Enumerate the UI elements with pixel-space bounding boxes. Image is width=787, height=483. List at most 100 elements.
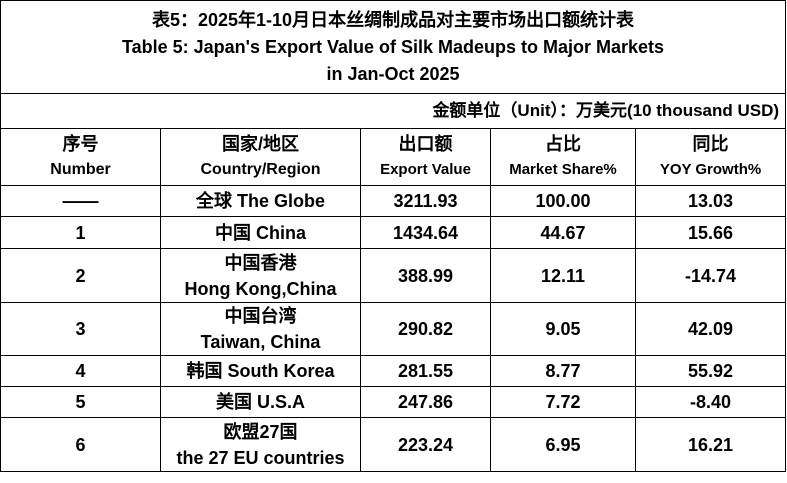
cell-text: 3211.93	[393, 191, 458, 211]
cell: 13.03	[634, 185, 787, 217]
cell-text: 4	[75, 361, 86, 381]
cell-text: Taiwan, China	[200, 332, 321, 352]
header-en: Country/Region	[200, 161, 321, 178]
header-en: YOY Growth%	[659, 161, 762, 178]
header-en: Export Value	[380, 161, 471, 178]
cell-text: 388.99	[397, 265, 454, 286]
cell: ——	[0, 185, 161, 217]
header-cn: 占比	[545, 134, 581, 154]
cell-text: 欧盟27国	[223, 421, 298, 442]
cell-text: 5	[75, 392, 86, 412]
data-row: 1 中国 China 1434.64 44.67 15.66	[0, 216, 787, 249]
header-cell: 出口额 Export Value	[360, 128, 491, 186]
cell: 100.00	[490, 185, 636, 217]
cell-text: 6.95	[545, 434, 581, 455]
cell: 223.24	[360, 417, 491, 472]
cell: 42.09	[634, 302, 787, 356]
header-cn: 同比	[692, 134, 729, 154]
title-line: in Jan-Oct 2025	[326, 63, 460, 84]
cell-text: 6	[75, 434, 86, 455]
cell-text: 9.05	[545, 319, 581, 339]
cell: 55.92	[634, 355, 787, 387]
cell: 中国香港 Hong Kong,China	[160, 248, 361, 303]
cell: -14.74	[634, 248, 787, 303]
header-cell: 占比 Market Share%	[490, 128, 636, 186]
cell-text: 3	[75, 319, 86, 339]
cell: 247.86	[360, 386, 491, 418]
cell-text: the 27 EU countries	[176, 447, 345, 468]
unit-row: 金额单位（Unit）：万美元(10 thousand USD)	[0, 93, 787, 129]
data-row: 3 中国台湾 Taiwan, China 290.82 9.05 42.09	[0, 302, 787, 356]
title-cell: 表5：2025年1-10月日本丝绸制成品对主要市场出口额统计表 Table 5: …	[0, 0, 787, 94]
cell: -8.40	[634, 386, 787, 418]
cell-text: 12.11	[540, 265, 586, 286]
cell-text: 223.24	[397, 434, 454, 455]
cell: 5	[0, 386, 161, 418]
table-body: 表5：2025年1-10月日本丝绸制成品对主要市场出口额统计表 Table 5: …	[0, 0, 787, 472]
cell-text: ——	[62, 191, 99, 211]
title-row: 表5：2025年1-10月日本丝绸制成品对主要市场出口额统计表 Table 5: …	[0, 0, 787, 94]
cell-text: 中国香港	[224, 252, 297, 273]
cell-text: 13.03	[688, 191, 734, 211]
header-cn: 出口额	[398, 134, 453, 154]
cell: 8.77	[490, 355, 636, 387]
data-row: 2 中国香港 Hong Kong,China 388.99 12.11 -14.74	[0, 248, 787, 303]
cell: 美国 U.S.A	[160, 386, 361, 418]
header-cn: 国家/地区	[221, 134, 299, 154]
cell: 6.95	[490, 417, 636, 472]
cell: 44.67	[490, 216, 636, 249]
cell: 3211.93	[360, 185, 491, 217]
cell-text: Hong Kong,China	[184, 278, 337, 299]
cell: 16.21	[634, 417, 787, 472]
cell-text: 7.72	[545, 392, 581, 412]
cell-text: 1	[75, 222, 86, 243]
cell: 15.66	[634, 216, 787, 249]
cell-text: 中国台湾	[224, 306, 297, 326]
cell-text: 韩国 South Korea	[186, 361, 335, 381]
cell: 3	[0, 302, 161, 356]
cell: 欧盟27国 the 27 EU countries	[160, 417, 361, 472]
cell-text: -8.40	[690, 392, 732, 412]
cell-text: 281.55	[397, 361, 454, 381]
cell-text: 55.92	[688, 361, 734, 381]
header-en: Market Share%	[509, 161, 617, 178]
cell-text: 1434.64	[392, 222, 459, 243]
cell-text: 44.67	[540, 222, 586, 243]
cell-text: 16.21	[688, 434, 734, 455]
cell: 388.99	[360, 248, 491, 303]
cell: 12.11	[490, 248, 636, 303]
cell: 中国 China	[160, 216, 361, 249]
cell: 290.82	[360, 302, 491, 356]
cell: 7.72	[490, 386, 636, 418]
cell-text: -14.74	[685, 265, 737, 286]
cell-text: 中国 China	[214, 222, 306, 243]
cell: 9.05	[490, 302, 636, 356]
cell-text: 8.77	[545, 361, 581, 381]
cell: 1	[0, 216, 161, 249]
cell-text: 15.66	[688, 222, 734, 243]
cell: 中国台湾 Taiwan, China	[160, 302, 361, 356]
header-cell: 同比 YOY Growth%	[634, 128, 787, 186]
cell: 1434.64	[360, 216, 491, 249]
header-row: 序号 Number 国家/地区 Country/Region 出口额 Export Val…	[0, 128, 787, 186]
cell-text: 247.86	[397, 392, 454, 412]
data-row: 6 欧盟27国 the 27 EU countries 223.24 6.95 16.21	[0, 417, 787, 472]
cell-text: 美国 U.S.A	[215, 392, 305, 412]
title-line: 表5：2025年1-10月日本丝绸制成品对主要市场出口额统计表	[151, 9, 635, 30]
cell: 6	[0, 417, 161, 472]
cell-text: 42.09	[688, 319, 734, 339]
header-cell: 国家/地区 Country/Region	[160, 128, 361, 186]
cell: 全球 The Globe	[160, 185, 361, 217]
export-table: 表5：2025年1-10月日本丝绸制成品对主要市场出口额统计表 Table 5: …	[0, 0, 787, 472]
header-cell: 序号 Number	[0, 128, 161, 186]
cell: 韩国 South Korea	[160, 355, 361, 387]
header-en: Number	[50, 161, 111, 178]
data-row: 5 美国 U.S.A 247.86 7.72 -8.40	[0, 386, 787, 418]
header-cn: 序号	[62, 134, 99, 154]
cell-text: 100.00	[535, 191, 591, 211]
cell-text: 全球 The Globe	[195, 191, 325, 211]
unit: 金额单位（Unit）：万美元(10 thousand USD)	[0, 93, 787, 129]
title-line: Table 5: Japan's Export Value of Silk Ma…	[121, 36, 665, 57]
cell-text: 290.82	[397, 319, 454, 339]
